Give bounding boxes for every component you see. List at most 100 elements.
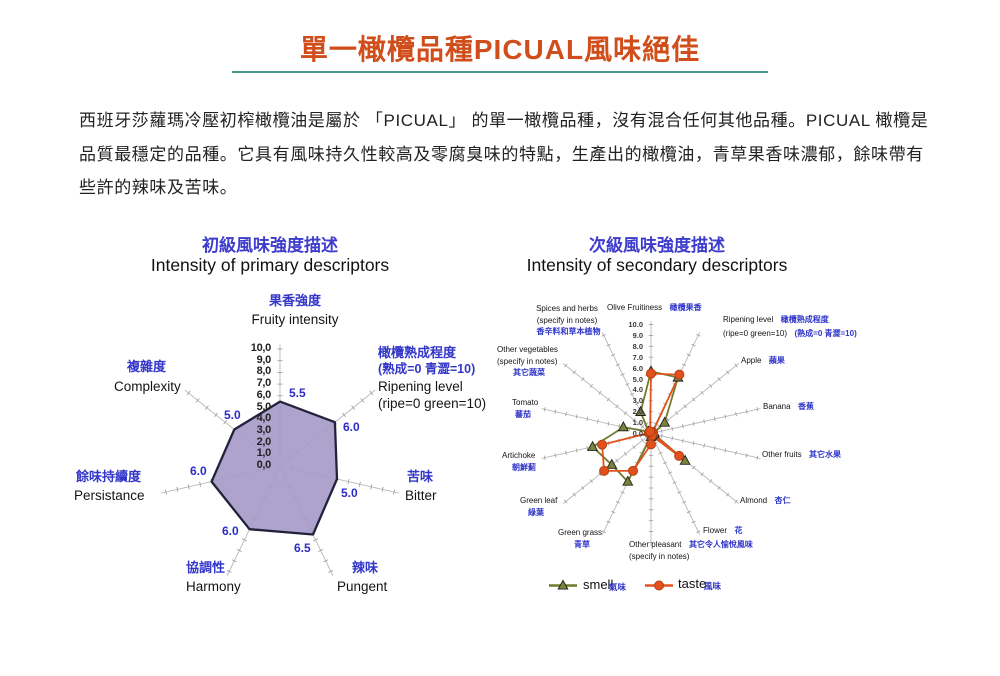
- value-complexity: 5.0: [224, 408, 241, 422]
- axis-pungent-zh: 辣味: [352, 560, 379, 575]
- scale-tick-label: 4.0: [632, 385, 643, 395]
- value-fruity: 5.5: [289, 386, 306, 400]
- legend-smell-label-zh: 氣味: [609, 582, 627, 592]
- scale-tick-label: 2,0: [256, 435, 272, 448]
- scale-tick-label: 8,0: [256, 365, 272, 378]
- scale-tick-label: 3,0: [256, 423, 272, 436]
- scale-tick-label: 7,0: [256, 377, 272, 390]
- smell-marker-triangle: [622, 475, 634, 486]
- primary-heading-en: Intensity of primary descriptors: [150, 255, 390, 275]
- smell-marker-triangle: [586, 440, 599, 451]
- intro-line-3: 些許的辣味及苦味。: [79, 178, 238, 197]
- axis-ripening-en: Ripening level: [378, 379, 463, 394]
- value-bitter: 5.0: [341, 486, 358, 500]
- axis-flower-label: Flower 花: [703, 523, 742, 537]
- axis-other-pleasant-zh: 其它令人愉悅風味: [688, 540, 753, 549]
- axis-ripening-r-label: Ripening level 橄欖熟成程度 (ripe=0 green=10) …: [723, 312, 857, 339]
- axis-artichoke-en: Artichoke: [502, 451, 536, 460]
- axis-pungent-en: Pungent: [337, 579, 388, 594]
- axis-ripening-label: 橄欖熟成程度 (熟成=0 青澀=10) Ripening level (ripe…: [378, 344, 486, 412]
- scale-tick-label: 5,0: [256, 400, 272, 413]
- secondary-radar: [541, 321, 761, 546]
- taste-marker-circle: [674, 369, 685, 380]
- axis-apple-zh: 蘋果: [768, 356, 785, 365]
- scale-tick-label: 1,0: [256, 447, 272, 460]
- taste-marker-circle: [645, 426, 656, 437]
- axis-bitter-en: Bitter: [405, 488, 437, 503]
- axis-ripening-r-en2: (ripe=0 green=10): [723, 328, 788, 338]
- axis-artichoke-label: Artichoke 朝鮮薊: [502, 450, 536, 473]
- axis-complexity-zh: 複雜度: [127, 359, 167, 374]
- smell-marker-triangle: [659, 416, 671, 427]
- axis-almond-label: Almond 杏仁: [740, 493, 791, 507]
- axis-complexity-en: Complexity: [114, 379, 181, 394]
- axis-ripening-r-zh2: (熟成=0 青澀=10): [794, 328, 857, 338]
- scale-tick-label: 5.0: [632, 374, 643, 384]
- title-underline: [232, 71, 768, 73]
- axis-bitter-zh: 苦味: [407, 469, 434, 484]
- axis-apple-label: Apple 蘋果: [741, 353, 785, 367]
- scale-tick-label: 9,0: [256, 353, 272, 366]
- axis-green-leaf-zh: 綠葉: [528, 507, 544, 517]
- axis-banana-en: Banana: [763, 402, 791, 411]
- primary-radar: [161, 344, 399, 576]
- value-ripening: 6.0: [343, 420, 360, 434]
- legend-smell-label: smell: [583, 577, 614, 592]
- axis-banana-zh: 香蕉: [798, 402, 815, 411]
- axis-spices-en: Spices and herbs: [536, 304, 598, 313]
- axis-other-vegetables-label: Other vegetables (specify in notes) 其它蔬菜: [497, 344, 558, 379]
- axis-olive-fruitiness-label: Olive Fruitiness 橄欖果香: [607, 300, 702, 314]
- page-title: 單一橄欖品種PICUAL風味絕佳: [299, 34, 701, 65]
- axis-other-fruits-label: Other fruits 其它水果: [762, 447, 841, 461]
- intro-line-1: 西班牙莎蘿瑪冷壓初榨橄欖油是屬於 「PICUAL」 的單一橄欖品種，沒有混合任何…: [79, 111, 929, 130]
- primary-heading-zh: 初級風味強度描述: [202, 236, 338, 255]
- axis-ripening-en2: (ripe=0 green=10): [378, 396, 487, 411]
- scale-tick-label: 2.0: [632, 407, 643, 417]
- intro-line-2: 品質最穩定的品種。它具有風味持久性較高及零腐臭味的特點，生產出的橄欖油，青草果香…: [79, 144, 924, 164]
- axis-other-fruits-zh: 其它水果: [809, 450, 842, 459]
- secondary-heading-en: Intensity of secondary descriptors: [526, 255, 788, 275]
- smell-marker-triangle: [635, 405, 647, 416]
- axis-other-pleasant-en2: (specify in notes): [629, 551, 690, 561]
- axis-other-vegetables-en: Other vegetables: [497, 345, 558, 354]
- taste-marker-circle: [646, 439, 656, 450]
- legend-taste-label: taste: [678, 576, 707, 591]
- value-persistance: 6.0: [190, 464, 207, 478]
- scale-tick-label: 0.0: [632, 429, 643, 438]
- axis-olive-fruitiness-en: Olive Fruitiness: [607, 303, 663, 312]
- scale-tick-label: 6,0: [256, 388, 272, 401]
- axis-ripening-zh: 橄欖熟成程度: [378, 345, 457, 360]
- axis-tomato-en: Tomato: [512, 398, 539, 407]
- taste-marker-circle: [646, 368, 656, 379]
- axis-ripening-zh2: (熟成=0 青澀=10): [378, 362, 476, 376]
- smell-marker-triangle: [606, 458, 618, 469]
- scale-tick-label: 0,0: [256, 459, 272, 471]
- axis-apple-en: Apple: [741, 356, 762, 365]
- axis-ripening-r-en: Ripening level: [723, 315, 774, 324]
- axis-other-pleasant-en: Other pleasant: [629, 540, 682, 549]
- scale-tick-label: 10,0: [250, 342, 272, 354]
- axis-fruity-zh: 果香強度: [268, 293, 321, 308]
- smell-marker-triangle: [557, 579, 569, 590]
- scale-tick-label: 10.0: [628, 320, 643, 329]
- axis-green-grass-label: Green grass 青草: [558, 527, 602, 550]
- axis-ripening-r-zh: 橄欖熟成程度: [780, 315, 829, 324]
- primary-radar-polygon: [210, 400, 339, 536]
- legend-taste-label-zh: 風味: [704, 581, 722, 591]
- taste-marker-circle: [628, 465, 639, 476]
- taste-marker-circle: [597, 439, 608, 450]
- axis-green-grass-en: Green grass: [558, 528, 603, 537]
- smell-marker-triangle: [617, 421, 629, 432]
- axis-tomato-label: Tomato 蕃茄: [512, 397, 538, 420]
- value-pungent: 6.5: [294, 541, 311, 555]
- taste-marker-circle: [599, 465, 610, 476]
- axis-harmony-en: Harmony: [186, 579, 241, 594]
- axis-other-vegetables-zh: 其它蔬菜: [513, 368, 545, 377]
- axis-spices-en2: (specify in notes): [536, 315, 598, 325]
- axis-flower-en: Flower: [703, 526, 728, 535]
- axis-persistance-zh: 餘味持續度: [76, 469, 142, 484]
- axis-tomato-zh: 蕃茄: [515, 409, 531, 419]
- axis-spices-zh: 香辛料和草本植物: [536, 327, 601, 336]
